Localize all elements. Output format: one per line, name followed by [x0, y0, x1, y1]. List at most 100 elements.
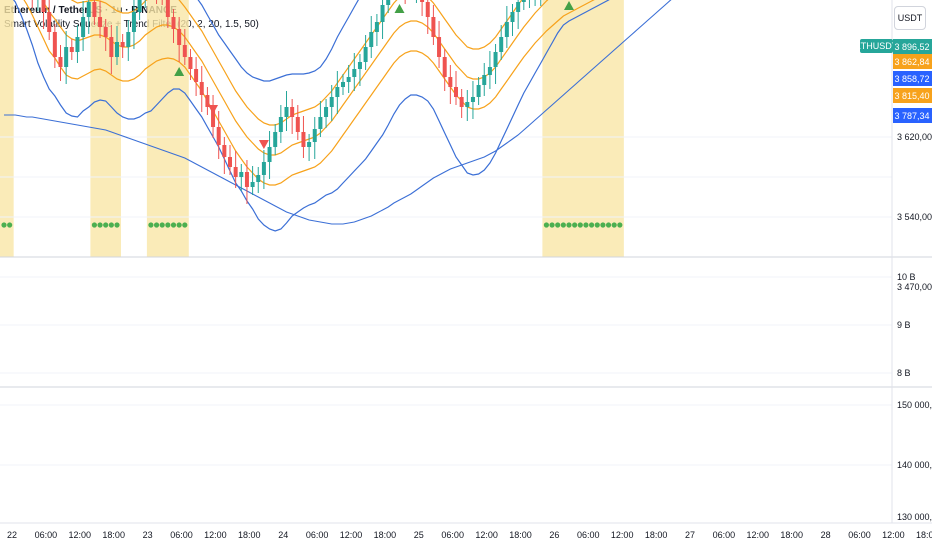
candle-body [295, 117, 300, 132]
pane2-tick: 10 B [897, 272, 916, 282]
candle-body [437, 37, 442, 57]
candle-body [521, 0, 526, 2]
signal-markers [174, 1, 574, 149]
price-tick: 3 540,00 [897, 212, 932, 222]
time-label: 23 [143, 530, 153, 540]
squeeze-dot [182, 222, 188, 228]
series-line [12, 0, 610, 232]
price-label-bg [893, 39, 932, 54]
time-label: 06:00 [713, 530, 736, 540]
candle-body [81, 17, 86, 37]
candle-body [267, 147, 272, 162]
candle-body [459, 97, 464, 107]
candle-body [98, 17, 103, 27]
candle-body [335, 87, 340, 97]
squeeze-dot [572, 222, 578, 228]
time-label: 18:00 [374, 530, 397, 540]
squeeze-dot [153, 222, 160, 228]
price-label-text: 3 862,84 [894, 57, 929, 67]
candle-body [244, 172, 249, 187]
time-label: 12:00 [611, 530, 634, 540]
time-label: 12:00 [69, 530, 92, 540]
candle-body [58, 57, 63, 67]
candle-body [312, 129, 317, 142]
time-label: 12:00 [204, 530, 227, 540]
squeeze-dot [148, 222, 154, 228]
candle-body [482, 75, 487, 85]
candle-body [273, 132, 278, 147]
candle-body [329, 97, 334, 107]
time-label: 06:00 [577, 530, 600, 540]
candle-body [86, 2, 91, 17]
candle-body [448, 77, 453, 87]
series-line [23, 0, 595, 186]
candle-body [239, 172, 244, 177]
squeeze-dot [583, 222, 589, 228]
time-label: 24 [278, 530, 288, 540]
buy-signal-icon [564, 1, 574, 10]
candle-body [165, 0, 170, 17]
price-label: 3 862,84 [893, 54, 932, 69]
time-label: 18:00 [509, 530, 532, 540]
time-label: 27 [685, 530, 695, 540]
candle-body [352, 69, 357, 77]
time-label: 12:00 [882, 530, 905, 540]
time-label: 06:00 [848, 530, 871, 540]
squeeze-dot [108, 222, 114, 228]
candle-body [357, 62, 362, 69]
squeeze-dot [114, 222, 120, 228]
squeeze-dots [1, 222, 623, 228]
candle-body [211, 107, 216, 127]
candle-body [47, 12, 52, 32]
candle-body [188, 57, 193, 69]
candle-body [131, 12, 136, 32]
pane2-tick: 9 B [897, 320, 911, 330]
candle-body [109, 37, 114, 57]
candle-body [374, 22, 379, 32]
squeeze-dot [600, 222, 606, 228]
squeeze-dot [589, 222, 595, 228]
candle-body [256, 175, 261, 182]
indicator-legend[interactable]: Smart Volatility Squeeze + Trend Filter … [4, 19, 259, 30]
candle-body [493, 52, 498, 67]
price-label-bg [893, 71, 932, 86]
pane2-tick: 8 B [897, 368, 911, 378]
squeeze-dot [1, 222, 7, 228]
time-label: 12:00 [475, 530, 498, 540]
price-label: 3 787,34 [893, 108, 932, 123]
price-label-bg [860, 39, 893, 53]
squeeze-dot [170, 222, 177, 228]
price-label-bg [893, 54, 932, 69]
series-line [4, 0, 672, 225]
candle-body [52, 32, 57, 57]
candle-body [115, 42, 119, 57]
squeeze-dot [97, 222, 103, 228]
price-label-bg [893, 108, 932, 123]
price-label: 3 858,72 [893, 71, 932, 86]
candle-body [199, 82, 204, 95]
candle-body [318, 117, 323, 129]
time-label: 25 [414, 530, 424, 540]
squeeze-dot [159, 222, 165, 228]
candle-body [290, 107, 295, 117]
squeeze-dot [617, 222, 623, 228]
squeeze-dot [91, 222, 97, 228]
candle-body [324, 107, 329, 117]
pane2-axis[interactable]: 10 B 9 B 8 B [897, 272, 916, 378]
candle-body [171, 17, 176, 29]
candle-body [470, 97, 475, 102]
candle-body [64, 47, 69, 67]
time-axis[interactable]: 22 06:00 12:00 18:00 23 06:00 12:00 18:00 24 06:0… [7, 530, 932, 540]
squeeze-dot [605, 222, 612, 228]
candle-body [420, 0, 425, 2]
grid [0, 136, 892, 466]
time-label: 18:00 [238, 530, 261, 540]
pane3-axis[interactable]: 150 000,00 140 000,00 130 000,00 [897, 400, 932, 522]
currency-button[interactable]: USDT [894, 6, 926, 30]
time-label: 06:00 [35, 530, 58, 540]
candle-body [346, 77, 351, 82]
candle-body [442, 57, 447, 77]
candle-body [182, 45, 187, 57]
price-label-text: ETHUSDT [855, 41, 898, 51]
